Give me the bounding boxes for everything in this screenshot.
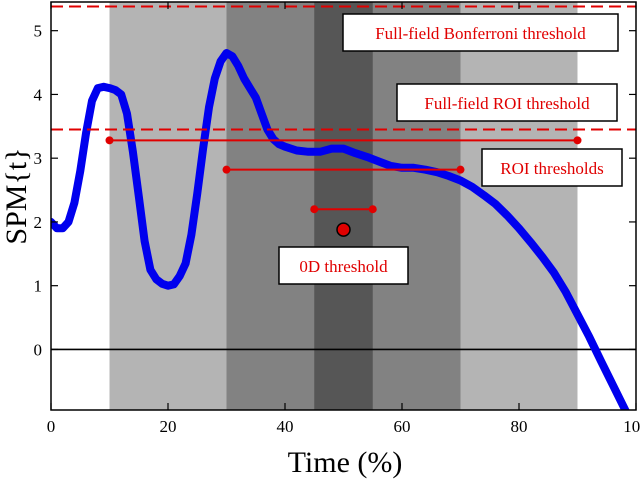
- series-layer: [51, 49, 630, 410]
- roi-threshold-end-marker-0: [573, 136, 582, 145]
- roi-full-annotation-box: [396, 83, 618, 122]
- x-tick-label: 100: [623, 417, 640, 436]
- zero-d-point: [336, 222, 351, 237]
- x-tick-label: 80: [511, 417, 528, 436]
- roi-full-annotation-text: Full-field ROI threshold: [424, 94, 590, 113]
- x-tick-label: 60: [394, 417, 411, 436]
- roi-annotation-box: [481, 148, 623, 187]
- shaded-band-2: [314, 2, 373, 410]
- roi-threshold-start-marker-1: [222, 165, 231, 174]
- roi-threshold-start-marker-2: [310, 205, 319, 214]
- plot-frame: [50, 1, 637, 411]
- axis-ticks: 0 20 40 60 80 100 0 1 2 3 4 5: [34, 2, 640, 436]
- roi-annotation: ROI thresholds: [481, 148, 623, 187]
- roi-annotation-text: ROI thresholds: [500, 159, 603, 178]
- x-tick-label: 20: [160, 417, 177, 436]
- y-axis-title: SPM{t}: [0, 147, 33, 244]
- zero-d-annotation-text: 0D threshold: [299, 257, 388, 276]
- bonferroni-annotation-box: [342, 13, 619, 52]
- x-axis-title: Time (%): [288, 446, 403, 479]
- roi-threshold-end-marker-2: [368, 205, 377, 214]
- bonferroni-annotation: Full-field Bonferroni threshold: [342, 13, 619, 52]
- y-tick-label: 1: [34, 277, 43, 296]
- y-tick-label: 4: [34, 85, 43, 104]
- y-tick-label: 5: [34, 22, 43, 41]
- roi-threshold-end-marker-1: [456, 165, 465, 174]
- zero-d-annotation-box: [278, 246, 409, 285]
- roi-full-annotation: Full-field ROI threshold: [396, 83, 618, 122]
- x-tick-label: 40: [277, 417, 294, 436]
- bonferroni-annotation-text: Full-field Bonferroni threshold: [375, 24, 586, 43]
- roi-threshold-start-marker-0: [105, 136, 114, 145]
- y-tick-label: 2: [34, 213, 43, 232]
- series-line-0: [51, 49, 630, 410]
- zero-d-annotation: 0D threshold: [278, 246, 409, 285]
- x-tick-label: 0: [47, 417, 56, 436]
- y-tick-label: 0: [34, 340, 43, 359]
- threshold-layer: [51, 5, 636, 237]
- y-tick-label: 3: [34, 149, 43, 168]
